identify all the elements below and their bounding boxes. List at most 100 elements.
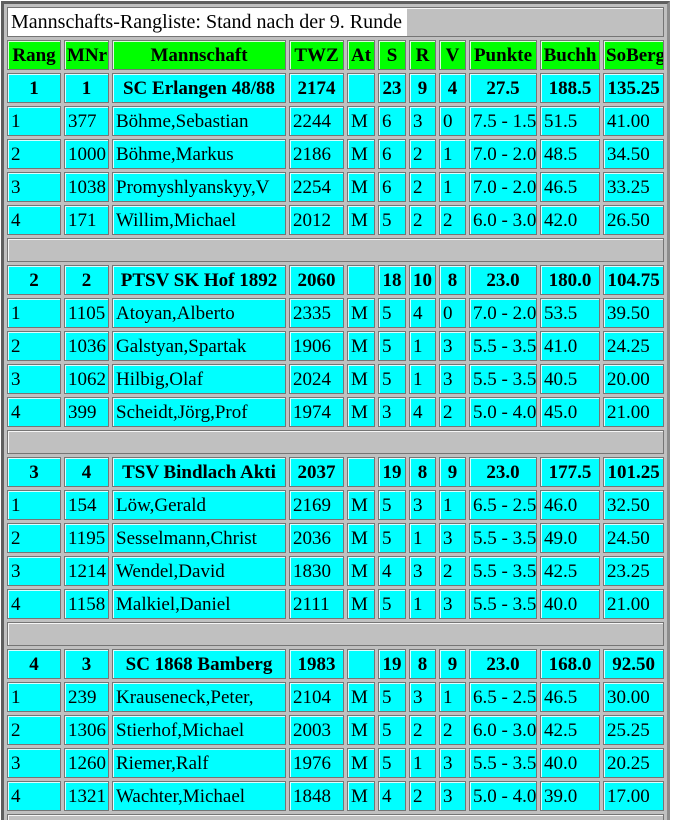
- team-summary-cell: [347, 649, 375, 679]
- col-header-r: R: [409, 40, 436, 70]
- player-cell: 7.5 - 1.5: [469, 106, 537, 136]
- player-cell: 1: [409, 748, 436, 778]
- team-summary-cell: 2060: [289, 265, 344, 295]
- player-cell: M: [347, 781, 375, 811]
- player-cell: 5.5 - 3.5: [469, 364, 537, 394]
- player-cell: 5: [378, 715, 406, 745]
- player-cell: 1062: [64, 364, 109, 394]
- player-cell: 4: [378, 781, 406, 811]
- player-cell: 6.0 - 3.0: [469, 205, 537, 235]
- player-cell: M: [347, 682, 375, 712]
- player-cell: 5: [378, 523, 406, 553]
- player-cell: 21.00: [603, 589, 665, 619]
- player-cell: 2: [7, 523, 61, 553]
- player-cell: 2: [409, 172, 436, 202]
- player-row: 2 1036 Galstyan,Spartak 1906 M 5 1 3 5.5 - 3.5 41…: [7, 331, 665, 361]
- col-header-mannschaft: Mannschaft: [112, 40, 286, 70]
- player-cell: Sesselmann,Christ: [112, 523, 286, 553]
- col-header-v: V: [439, 40, 466, 70]
- player-cell: 1000: [64, 139, 109, 169]
- team-summary-cell: 177.5: [540, 457, 600, 487]
- player-cell: 39.50: [603, 298, 665, 328]
- player-cell: Willim,Michael: [112, 205, 286, 235]
- player-cell: 4: [7, 589, 61, 619]
- player-cell: Promyshlyanskyy,V: [112, 172, 286, 202]
- spacer-cell: [7, 622, 665, 646]
- player-cell: 3: [409, 682, 436, 712]
- player-cell: 2244: [289, 106, 344, 136]
- player-cell: 6.5 - 2.5: [469, 490, 537, 520]
- player-cell: 3: [7, 172, 61, 202]
- player-cell: M: [347, 397, 375, 427]
- player-cell: 40.5: [540, 364, 600, 394]
- player-cell: 1: [439, 490, 466, 520]
- spacer-cell: [7, 814, 665, 820]
- player-cell: Böhme,Sebastian: [112, 106, 286, 136]
- spacer-row: [7, 238, 665, 262]
- player-cell: 42.5: [540, 556, 600, 586]
- team-summary-cell: 8: [439, 265, 466, 295]
- team-summary-cell: 18: [378, 265, 406, 295]
- player-cell: 3: [439, 781, 466, 811]
- team-summary-row: 2 2 PTSV SK Hof 1892 2060 18 10 8 23.0 180.0 104.…: [7, 265, 665, 295]
- player-cell: 7.0 - 2.0: [469, 139, 537, 169]
- player-row: 1 377 Böhme,Sebastian 2244 M 6 3 0 7.5 - 1.5 51.5…: [7, 106, 665, 136]
- team-summary-cell: 180.0: [540, 265, 600, 295]
- player-cell: 1: [439, 682, 466, 712]
- col-header-twz: TWZ: [289, 40, 344, 70]
- player-cell: 5: [378, 364, 406, 394]
- player-cell: 21.00: [603, 397, 665, 427]
- team-summary-cell: 2037: [289, 457, 344, 487]
- player-cell: 3: [439, 523, 466, 553]
- player-cell: 20.25: [603, 748, 665, 778]
- player-cell: M: [347, 556, 375, 586]
- player-cell: 40.0: [540, 748, 600, 778]
- player-cell: 7.0 - 2.0: [469, 172, 537, 202]
- player-cell: Löw,Gerald: [112, 490, 286, 520]
- col-header-buchh: Buchh: [540, 40, 600, 70]
- team-summary-row: 4 3 SC 1868 Bamberg 1983 19 8 9 23.0 168.0 92.50: [7, 649, 665, 679]
- player-cell: 48.5: [540, 139, 600, 169]
- player-cell: 3: [409, 556, 436, 586]
- player-cell: 42.0: [540, 205, 600, 235]
- player-cell: Hilbig,Olaf: [112, 364, 286, 394]
- team-summary-cell: 3: [64, 649, 109, 679]
- player-cell: 5: [378, 490, 406, 520]
- player-cell: 17.00: [603, 781, 665, 811]
- player-cell: Galstyan,Spartak: [112, 331, 286, 361]
- player-cell: M: [347, 523, 375, 553]
- player-cell: 5: [378, 298, 406, 328]
- team-summary-cell: 8: [409, 649, 436, 679]
- player-cell: Krauseneck,Peter,: [112, 682, 286, 712]
- player-cell: 1: [409, 331, 436, 361]
- player-cell: 171: [64, 205, 109, 235]
- player-cell: M: [347, 490, 375, 520]
- team-summary-cell: 9: [439, 457, 466, 487]
- player-cell: Malkiel,Daniel: [112, 589, 286, 619]
- player-cell: 7.0 - 2.0: [469, 298, 537, 328]
- team-summary-cell: SC 1868 Bamberg: [112, 649, 286, 679]
- player-cell: 5: [378, 205, 406, 235]
- player-row: 3 1062 Hilbig,Olaf 2024 M 5 1 3 5.5 - 3.5 40.5 20.…: [7, 364, 665, 394]
- player-cell: 1906: [289, 331, 344, 361]
- player-cell: 2: [409, 205, 436, 235]
- player-cell: 5: [378, 682, 406, 712]
- team-summary-row: 3 4 TSV Bindlach Akti 2037 19 8 9 23.0 177.5 101.…: [7, 457, 665, 487]
- player-cell: 49.0: [540, 523, 600, 553]
- player-cell: 1: [409, 589, 436, 619]
- team-summary-cell: 188.5: [540, 73, 600, 103]
- team-summary-cell: TSV Bindlach Akti: [112, 457, 286, 487]
- team-summary-cell: [347, 457, 375, 487]
- team-summary-cell: 27.5: [469, 73, 537, 103]
- player-cell: Scheidt,Jörg,Prof: [112, 397, 286, 427]
- player-cell: 0: [439, 298, 466, 328]
- player-cell: 1: [7, 682, 61, 712]
- player-cell: 51.5: [540, 106, 600, 136]
- player-cell: 1260: [64, 748, 109, 778]
- player-cell: 32.50: [603, 490, 665, 520]
- player-cell: 34.50: [603, 139, 665, 169]
- player-cell: 2024: [289, 364, 344, 394]
- player-cell: 239: [64, 682, 109, 712]
- team-summary-cell: 23: [378, 73, 406, 103]
- player-cell: 1: [409, 523, 436, 553]
